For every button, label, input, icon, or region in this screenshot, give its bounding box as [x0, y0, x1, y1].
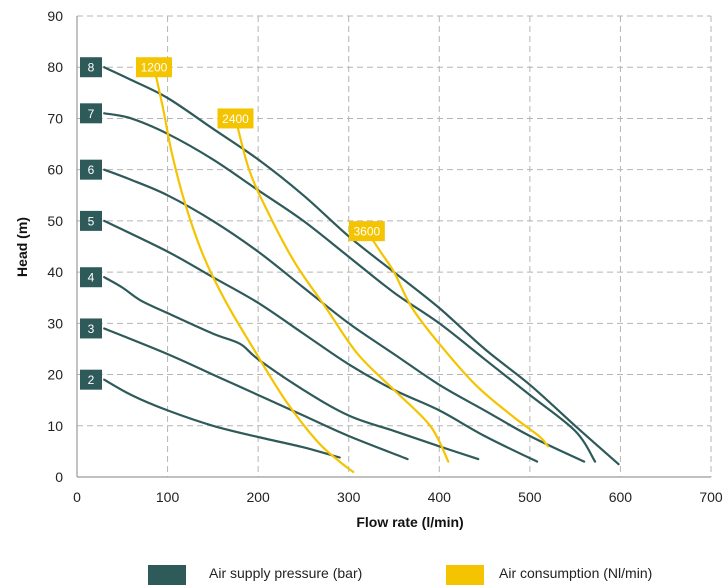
- legend: Air supply pressure (bar) Air consumptio…: [148, 565, 652, 585]
- x-tick-label-600: 600: [609, 489, 633, 505]
- y-tick-label-20: 20: [47, 367, 63, 383]
- x-tick-label-300: 300: [337, 489, 361, 505]
- consumption-label-2400: 2400: [222, 112, 249, 126]
- pressure-line-5-bar: [103, 219, 539, 463]
- pressure-series: [103, 66, 620, 466]
- consumption-label-box-1200: [135, 57, 172, 78]
- consumption-label-3600: 3600: [353, 225, 380, 239]
- x-axis-title: Flow rate (l/min): [356, 514, 463, 530]
- pressure-label-8: 8: [88, 61, 95, 75]
- pressure-label-box-7: [80, 103, 102, 124]
- axes: [76, 16, 711, 478]
- y-tick-label-70: 70: [47, 110, 63, 126]
- pressure-label-box-2: [80, 369, 102, 390]
- pressure-label-box-3: [80, 318, 102, 339]
- consumption-label-box-3600: [348, 221, 385, 242]
- x-tick-label-500: 500: [518, 489, 542, 505]
- pressure-line-6-bar: [103, 168, 586, 463]
- legend-label-pressure: Air supply pressure (bar): [209, 565, 362, 581]
- pressure-line-4-bar: [103, 276, 480, 461]
- series-labels: 2 3 4 5 6 7 8 1200 2400 3600: [80, 57, 385, 390]
- y-tick-label-10: 10: [47, 418, 63, 434]
- x-tick-label-0: 0: [73, 489, 81, 505]
- x-axis-ticks: 0 100 200 300 400 500 600 700: [73, 489, 723, 505]
- pressure-label-5: 5: [88, 214, 95, 228]
- grid-lines: [77, 15, 712, 477]
- pressure-label-7: 7: [88, 107, 95, 121]
- pressure-line-3-bar: [103, 327, 409, 461]
- legend-label-consumption: Air consumption (Nl/min): [499, 565, 652, 581]
- pressure-label-box-4: [80, 267, 102, 288]
- consumption-line-1200: [152, 66, 355, 473]
- y-tick-label-30: 30: [47, 315, 63, 331]
- legend-swatch-consumption: [446, 565, 484, 585]
- pressure-line-2-bar: [103, 378, 341, 459]
- y-tick-label-0: 0: [55, 469, 63, 485]
- pressure-label-4: 4: [88, 271, 95, 285]
- x-tick-label-200: 200: [246, 489, 270, 505]
- consumption-line-3600: [365, 230, 550, 448]
- consumption-label-box-2400: [217, 108, 254, 129]
- pressure-label-2: 2: [88, 373, 95, 387]
- pressure-label-6: 6: [88, 163, 95, 177]
- y-axis-ticks: 0 10 20 30 40 50 60 70 80 90: [47, 8, 63, 485]
- consumption-line-2400: [234, 117, 450, 463]
- x-tick-label-700: 700: [699, 489, 723, 505]
- y-tick-label-80: 80: [47, 59, 63, 75]
- y-tick-label-60: 60: [47, 162, 63, 178]
- x-tick-label-400: 400: [428, 489, 452, 505]
- pressure-label-3: 3: [88, 322, 95, 336]
- consumption-series: [152, 66, 550, 473]
- pressure-label-box-6: [80, 159, 102, 180]
- y-axis-title: Head (m): [14, 217, 30, 277]
- pressure-line-7-bar: [103, 112, 597, 463]
- y-tick-label-50: 50: [47, 213, 63, 229]
- pressure-label-box-5: [80, 210, 102, 231]
- pressure-line-8-bar: [103, 66, 620, 466]
- y-tick-label-90: 90: [47, 8, 63, 24]
- consumption-label-1200: 1200: [141, 61, 168, 75]
- legend-swatch-pressure: [148, 565, 186, 585]
- x-tick-label-100: 100: [156, 489, 180, 505]
- pressure-label-box-8: [80, 57, 102, 78]
- y-tick-label-40: 40: [47, 264, 63, 280]
